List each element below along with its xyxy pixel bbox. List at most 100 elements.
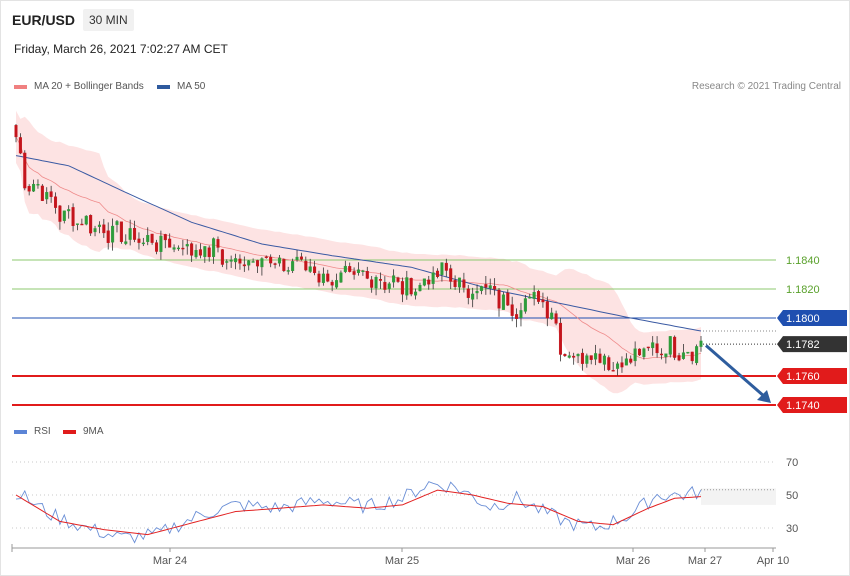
bearish-candle xyxy=(49,191,53,197)
rsi-projection-zone xyxy=(701,488,776,505)
bearish-candle xyxy=(607,357,611,370)
timeframe-badge[interactable]: 30 MIN xyxy=(83,9,134,31)
bearish-candle xyxy=(690,351,694,362)
bullish-candle xyxy=(501,294,505,310)
bearish-candle xyxy=(23,152,27,189)
bullish-candle xyxy=(62,210,66,221)
bullish-candle xyxy=(699,340,703,347)
bearish-candle xyxy=(580,352,584,364)
bullish-candle xyxy=(32,183,36,192)
bearish-candle xyxy=(427,279,431,285)
rsi-swatch xyxy=(14,429,27,434)
bearish-candle xyxy=(638,348,642,356)
bearish-candle xyxy=(304,260,308,271)
bullish-candle xyxy=(339,272,343,283)
bearish-candle xyxy=(317,273,321,283)
pivot-level-label: 1.1800 xyxy=(786,313,820,325)
bullish-candle xyxy=(387,283,391,289)
bearish-candle xyxy=(119,221,123,242)
bullish-candle xyxy=(567,355,571,358)
bearish-candle xyxy=(378,279,382,281)
bearish-candle xyxy=(673,336,677,358)
bullish-candle xyxy=(576,353,580,357)
bullish-candle xyxy=(392,275,396,283)
bullish-candle xyxy=(203,246,207,257)
bullish-candle xyxy=(251,261,255,263)
support-level-tag xyxy=(777,397,847,413)
bullish-candle xyxy=(528,296,532,299)
bearish-candle xyxy=(242,264,246,267)
bullish-candle xyxy=(418,284,422,292)
bullish-candle xyxy=(124,241,128,244)
bullish-candle xyxy=(277,257,281,264)
bearish-candle xyxy=(370,279,374,288)
bullish-candle xyxy=(75,223,79,225)
bearish-candle xyxy=(269,257,273,264)
x-tick-label: Mar 24 xyxy=(153,555,187,567)
bullish-candle xyxy=(550,312,554,320)
bullish-candle xyxy=(374,276,378,289)
bearish-candle xyxy=(400,281,404,295)
bearish-candle xyxy=(330,281,334,286)
bullish-candle xyxy=(523,298,527,312)
bullish-candle xyxy=(488,285,492,289)
bullish-candle xyxy=(440,262,444,275)
bullish-candle xyxy=(475,291,479,294)
bearish-candle xyxy=(255,260,260,267)
bearish-candle xyxy=(484,284,488,288)
bullish-candle xyxy=(286,270,290,272)
bearish-candle xyxy=(493,285,497,290)
bearish-candle xyxy=(150,233,154,243)
bullish-candle xyxy=(594,353,598,360)
x-tick-label: Mar 26 xyxy=(616,555,650,567)
bullish-candle xyxy=(695,346,699,364)
bullish-candle xyxy=(97,224,101,227)
bearish-candle xyxy=(659,353,663,356)
rsi-tick-label: 70 xyxy=(786,457,798,469)
bullish-candle xyxy=(93,228,97,233)
bullish-candle xyxy=(308,266,312,272)
bullish-candle xyxy=(361,270,365,272)
report-datetime: Friday, March 26, 2021 7:02:27 AM CET xyxy=(14,42,228,56)
projection-arrow-head xyxy=(757,390,771,403)
bullish-candle xyxy=(405,277,409,296)
bearish-candle xyxy=(558,322,563,355)
x-tick-label: Apr 10 xyxy=(757,555,789,567)
bearish-candle xyxy=(89,214,93,234)
bullish-candle xyxy=(212,238,216,257)
bearish-candle xyxy=(133,227,137,240)
copyright-note: Research © 2021 Trading Central xyxy=(691,81,841,92)
bearish-candle xyxy=(396,277,400,282)
bullish-candle xyxy=(260,258,264,268)
bearish-candle xyxy=(198,249,202,256)
bearish-candle xyxy=(409,277,413,295)
bullish-candle xyxy=(532,292,536,299)
bullish-candle xyxy=(176,247,180,250)
bearish-candle xyxy=(273,263,277,265)
bearish-candle xyxy=(515,314,519,319)
bearish-candle xyxy=(264,256,268,258)
bullish-candle xyxy=(602,355,606,365)
legend-9ma: 9MA xyxy=(63,426,104,437)
bullish-candle xyxy=(67,209,71,212)
bullish-candle xyxy=(471,293,475,300)
ma50-line xyxy=(15,155,702,332)
bullish-candle xyxy=(422,278,426,286)
ma20-legend-label: MA 20 + Bollinger Bands xyxy=(34,81,144,92)
bearish-candle xyxy=(629,358,633,363)
last-level-tag xyxy=(777,336,847,353)
bullish-candle xyxy=(84,215,88,225)
bearish-candle xyxy=(436,270,440,277)
bearish-candle xyxy=(510,304,514,316)
bearish-candle xyxy=(497,289,501,309)
projection-arrow-shaft xyxy=(705,344,766,399)
bullish-candle xyxy=(681,352,685,359)
bearish-candle xyxy=(655,343,659,354)
support-level-label: 1.1740 xyxy=(786,400,820,412)
bullish-candle xyxy=(479,286,483,292)
bullish-candle xyxy=(194,250,198,258)
bearish-candle xyxy=(453,279,457,287)
bearish-candle xyxy=(545,301,549,319)
